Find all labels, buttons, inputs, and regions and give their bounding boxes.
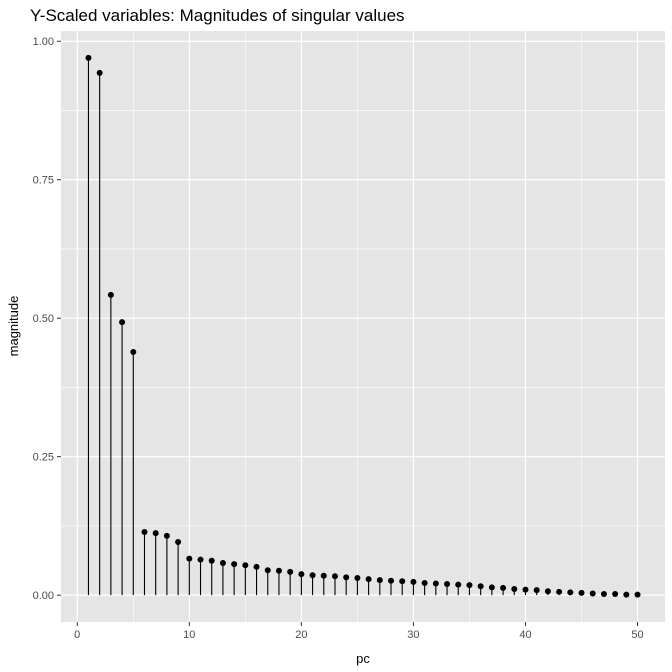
y-tick-label: 0.25 bbox=[33, 452, 54, 464]
data-point bbox=[343, 574, 350, 581]
x-tick-label: 20 bbox=[295, 629, 307, 641]
data-point bbox=[264, 567, 271, 574]
y-tick-label: 0.00 bbox=[33, 590, 54, 602]
y-axis-title: magnitude bbox=[6, 296, 21, 357]
data-point bbox=[522, 586, 529, 593]
lollipop-points bbox=[85, 54, 641, 598]
data-point bbox=[354, 574, 361, 581]
data-point bbox=[365, 576, 372, 583]
data-point bbox=[275, 567, 282, 574]
data-point bbox=[287, 568, 294, 575]
data-point bbox=[634, 591, 641, 598]
y-axis-ticks: 0.00 0.25 0.50 0.75 1.00 bbox=[33, 36, 61, 602]
x-axis-ticks: 0 10 20 30 40 50 bbox=[74, 622, 644, 641]
data-point bbox=[298, 571, 305, 578]
data-point bbox=[578, 589, 585, 596]
data-point bbox=[488, 584, 495, 591]
data-point bbox=[242, 562, 249, 569]
data-point bbox=[208, 557, 215, 564]
x-tick-label: 40 bbox=[519, 629, 531, 641]
lollipop-stems bbox=[87, 57, 639, 596]
data-point bbox=[466, 582, 473, 589]
data-point bbox=[186, 555, 193, 562]
data-point bbox=[141, 528, 148, 535]
x-axis-title: pc bbox=[356, 651, 370, 666]
data-point bbox=[96, 69, 103, 76]
data-point bbox=[388, 577, 395, 584]
data-point bbox=[421, 579, 428, 586]
x-tick-label: 0 bbox=[74, 629, 80, 641]
data-point bbox=[600, 591, 607, 598]
data-point bbox=[309, 572, 316, 579]
data-point bbox=[444, 581, 451, 588]
data-point bbox=[612, 591, 619, 598]
data-point bbox=[197, 556, 204, 563]
data-point bbox=[544, 588, 551, 595]
data-point bbox=[500, 584, 507, 591]
y-tick-label: 1.00 bbox=[33, 36, 54, 48]
data-point bbox=[589, 590, 596, 597]
data-point bbox=[119, 319, 126, 326]
data-point bbox=[533, 587, 540, 594]
x-tick-label: 10 bbox=[183, 629, 195, 641]
major-gridlines bbox=[61, 31, 665, 622]
data-point bbox=[556, 588, 563, 595]
data-point bbox=[511, 586, 518, 593]
data-point bbox=[410, 578, 417, 585]
data-point bbox=[567, 589, 574, 596]
data-point bbox=[152, 530, 159, 537]
data-point bbox=[399, 578, 406, 585]
plot-panel bbox=[61, 31, 665, 622]
x-tick-label: 30 bbox=[407, 629, 419, 641]
data-point bbox=[253, 563, 260, 570]
minor-gridlines bbox=[61, 31, 665, 622]
data-point bbox=[623, 591, 630, 598]
x-tick-label: 50 bbox=[631, 629, 643, 641]
data-point bbox=[331, 573, 338, 580]
data-point bbox=[376, 577, 383, 584]
data-point bbox=[320, 572, 327, 579]
data-point bbox=[455, 581, 462, 588]
data-point bbox=[107, 291, 114, 298]
data-point bbox=[175, 538, 182, 545]
y-tick-label: 0.50 bbox=[33, 313, 54, 325]
chart-title: Y-Scaled variables: Magnitudes of singul… bbox=[30, 6, 405, 25]
data-point bbox=[231, 561, 238, 568]
y-tick-label: 0.75 bbox=[33, 175, 54, 187]
data-point bbox=[85, 54, 92, 61]
data-point bbox=[219, 560, 226, 567]
data-point bbox=[130, 348, 137, 355]
data-point bbox=[432, 580, 439, 587]
data-point bbox=[477, 583, 484, 590]
data-point bbox=[163, 532, 170, 539]
